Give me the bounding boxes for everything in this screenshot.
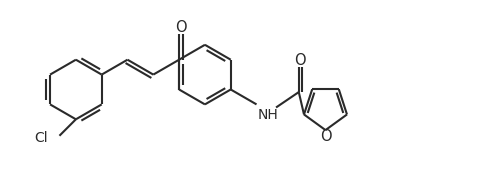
Text: NH: NH <box>257 108 278 122</box>
Text: O: O <box>175 20 186 35</box>
Text: O: O <box>320 129 331 144</box>
Text: O: O <box>295 53 306 67</box>
Text: Cl: Cl <box>35 131 48 145</box>
